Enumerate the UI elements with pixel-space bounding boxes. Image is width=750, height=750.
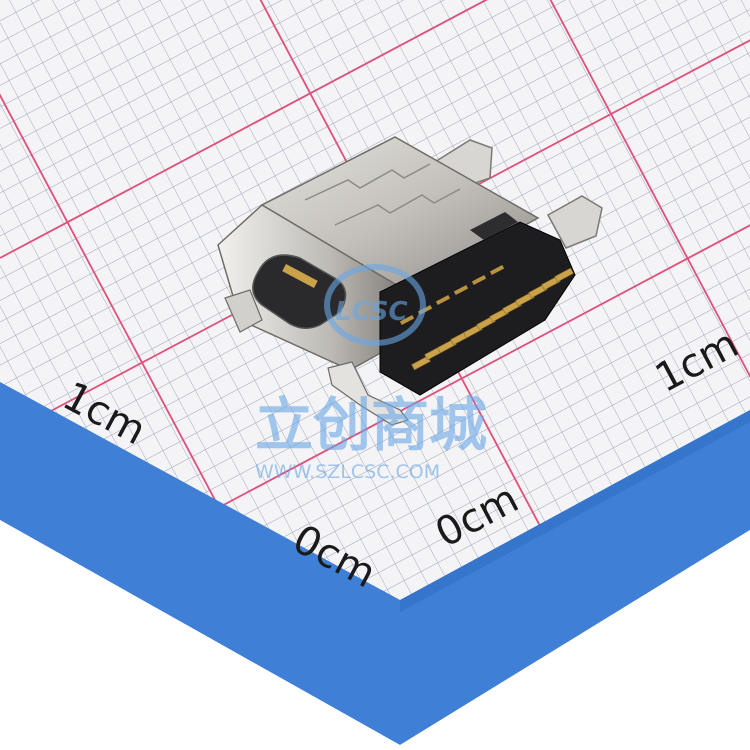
lcsc-logo-icon bbox=[324, 264, 426, 346]
plastic-housing bbox=[379, 221, 576, 396]
scale-band bbox=[0, 382, 750, 750]
watermark-logo-text: LCSC bbox=[335, 297, 408, 327]
watermark-chinese-text: 立创商城 bbox=[255, 391, 487, 459]
watermark-url: WWW.SZLCSC.COM bbox=[255, 461, 440, 483]
usb-c-connector bbox=[217, 136, 603, 426]
gold-pins bbox=[411, 267, 574, 371]
lcsc-watermark: LCSC 立创商城 WWW.SZLCSC.COM bbox=[255, 264, 487, 483]
